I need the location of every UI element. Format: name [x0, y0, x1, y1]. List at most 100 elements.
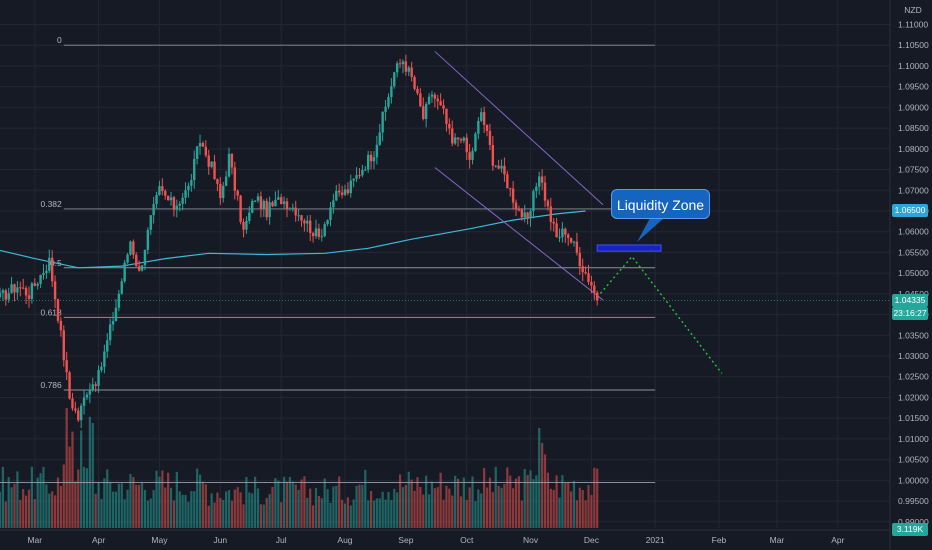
candle-body — [413, 76, 416, 89]
candle-body — [1, 290, 5, 293]
volume-bar — [297, 489, 300, 528]
volume-bar — [291, 481, 294, 528]
candle-body — [514, 202, 518, 210]
volume-bar — [178, 491, 181, 528]
volume-bar — [451, 495, 454, 528]
projection-path — [596, 255, 723, 374]
candle-body — [517, 209, 521, 211]
price-axis[interactable]: 1.11000 1.10500 1.10000 1.09500 1.09000 1.085… — [889, 0, 929, 550]
candle-body — [103, 351, 106, 367]
channel-line — [434, 51, 604, 206]
time-tick-label: Oct — [460, 535, 474, 545]
volume-bar — [85, 468, 89, 528]
price-tick-label: 1.01500 — [898, 413, 929, 423]
candle-body — [77, 410, 80, 421]
volume-bar — [175, 471, 178, 528]
price-tick-label: 1.08500 — [898, 123, 929, 133]
volume-bar — [268, 494, 271, 528]
candle-body — [427, 96, 431, 104]
candle-body — [404, 61, 408, 72]
volume-bar — [355, 485, 358, 528]
candle-body — [306, 220, 309, 224]
volume-bar — [558, 497, 561, 528]
volume-bar — [381, 491, 384, 528]
volume-bar — [207, 505, 210, 528]
volume-bar — [532, 479, 535, 528]
volume-bar — [216, 492, 219, 528]
candle-body — [320, 236, 323, 238]
volume-bar — [16, 471, 19, 528]
volume-bar — [77, 469, 80, 528]
candle-body — [569, 237, 573, 243]
candle-body — [529, 210, 532, 218]
candle-body — [132, 241, 135, 255]
symbol-text: NZD — [904, 5, 922, 15]
candle-body — [210, 161, 213, 167]
candle-body — [94, 384, 97, 386]
candle-body — [500, 165, 503, 169]
candle-body — [280, 197, 283, 204]
candle-body — [294, 207, 297, 216]
volume-bar — [283, 476, 286, 528]
volume-bar — [19, 499, 22, 528]
volume-bar — [143, 489, 147, 528]
price-tick-label: 1.02500 — [898, 372, 929, 382]
candle-body — [149, 215, 152, 230]
volume-bar — [561, 475, 564, 528]
candle-body — [477, 120, 480, 134]
candle-body — [511, 188, 515, 203]
volume-bar — [422, 494, 425, 528]
candle-body — [346, 189, 350, 194]
candle-body — [7, 293, 10, 300]
volume-bar — [462, 477, 465, 528]
candle-body — [88, 390, 92, 395]
candle-body — [303, 220, 306, 224]
volume-bar — [332, 486, 335, 528]
volume-bar — [155, 470, 158, 528]
volume-bar — [596, 468, 599, 528]
volume-bar — [442, 499, 445, 528]
candle-body — [175, 205, 179, 210]
volume-bar — [181, 494, 184, 528]
candle-body — [555, 223, 558, 238]
candle-body — [311, 233, 315, 237]
time-tick-label: May — [151, 535, 168, 545]
candle-body — [222, 185, 225, 199]
volume-bar — [53, 495, 57, 528]
time-tick-label: Jul — [276, 535, 287, 545]
candle-body — [172, 197, 176, 210]
candle-body — [59, 320, 63, 331]
volume-bar — [36, 477, 39, 528]
price-tick-label: 1.10000 — [898, 61, 929, 71]
volume-bar — [314, 488, 318, 528]
volume-bar — [111, 491, 115, 528]
time-axis[interactable]: Mar Apr May Jun Jul Aug Sep Oct Nov Dec 2021 Feb Mar… — [0, 529, 890, 545]
candle-body — [219, 183, 222, 199]
candle-body — [164, 190, 167, 196]
candle-body — [375, 144, 379, 158]
time-tick-label: Mar — [770, 535, 785, 545]
price-tick-label: 1.04500 — [898, 289, 929, 299]
volume-bar — [80, 430, 83, 528]
candle-body — [195, 146, 199, 159]
volume-bar — [140, 481, 144, 528]
volume-bar — [4, 501, 7, 528]
volume-bar — [497, 485, 500, 528]
volume-bar — [413, 490, 416, 528]
time-tick-label: Sep — [398, 535, 413, 545]
candle-body — [259, 196, 263, 209]
time-tick-label: Apr — [831, 535, 844, 545]
candle-body — [245, 220, 248, 230]
volume-bar — [196, 468, 199, 528]
candle-body — [227, 153, 231, 177]
time-tick-label: Dec — [584, 535, 600, 545]
candle-body — [230, 153, 234, 168]
candle-body — [169, 197, 173, 201]
volume-bar — [254, 476, 257, 528]
candle-body — [491, 144, 495, 166]
volume-bar — [340, 499, 344, 528]
volume-bar — [204, 484, 207, 528]
candle-body — [398, 63, 402, 65]
candle-body — [53, 281, 57, 300]
